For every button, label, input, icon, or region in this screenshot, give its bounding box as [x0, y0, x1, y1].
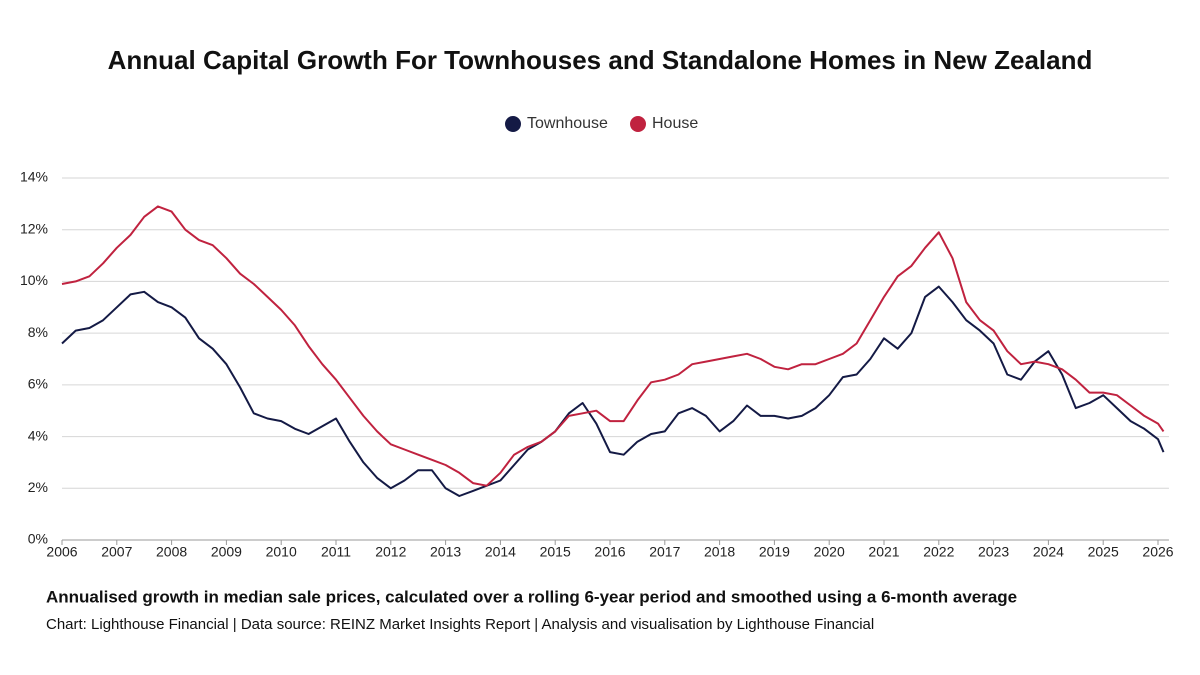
- y-tick-label: 2%: [28, 479, 48, 495]
- x-tick-label: 2020: [814, 544, 845, 560]
- x-tick-label: 2022: [923, 544, 954, 560]
- x-tick-label: 2006: [46, 544, 77, 560]
- x-tick-label: 2025: [1088, 544, 1119, 560]
- y-tick-label: 10%: [20, 272, 48, 288]
- x-tick-label: 2026: [1142, 544, 1173, 560]
- x-tick-label: 2017: [649, 544, 680, 560]
- x-tick-label: 2014: [485, 544, 516, 560]
- chart-title: Annual Capital Growth For Townhouses and…: [108, 45, 1093, 75]
- y-tick-label: 4%: [28, 427, 48, 443]
- x-tick-label: 2008: [156, 544, 187, 560]
- x-tick-label: 2021: [868, 544, 899, 560]
- x-tick-label: 2011: [321, 544, 351, 560]
- series-line: [61, 205, 1165, 487]
- x-tick-label: 2016: [594, 544, 625, 560]
- y-tick-label: 8%: [28, 324, 48, 340]
- x-tick-label: 2018: [704, 544, 735, 560]
- x-tick-label: 2009: [211, 544, 242, 560]
- x-tick-label: 2010: [266, 544, 297, 560]
- y-tick-label: 0%: [28, 531, 48, 547]
- legend-marker: [505, 116, 521, 132]
- chart-subtitle: Annualised growth in median sale prices,…: [46, 587, 1017, 606]
- legend-label: Townhouse: [527, 115, 608, 132]
- x-tick-label: 2012: [375, 544, 406, 560]
- x-tick-label: 2024: [1033, 544, 1064, 560]
- x-tick-label: 2013: [430, 544, 461, 560]
- x-tick-label: 2023: [978, 544, 1009, 560]
- series-line: [61, 285, 1165, 497]
- x-tick-label: 2007: [101, 544, 132, 560]
- y-tick-label: 12%: [20, 220, 48, 236]
- x-tick-label: 2015: [540, 544, 571, 560]
- y-tick-label: 6%: [28, 376, 48, 392]
- x-tick-label: 2019: [759, 544, 790, 560]
- legend-marker: [630, 116, 646, 132]
- chart-source: Chart: Lighthouse Financial | Data sourc…: [46, 616, 874, 633]
- legend-label: House: [652, 115, 698, 132]
- y-tick-label: 14%: [20, 169, 48, 185]
